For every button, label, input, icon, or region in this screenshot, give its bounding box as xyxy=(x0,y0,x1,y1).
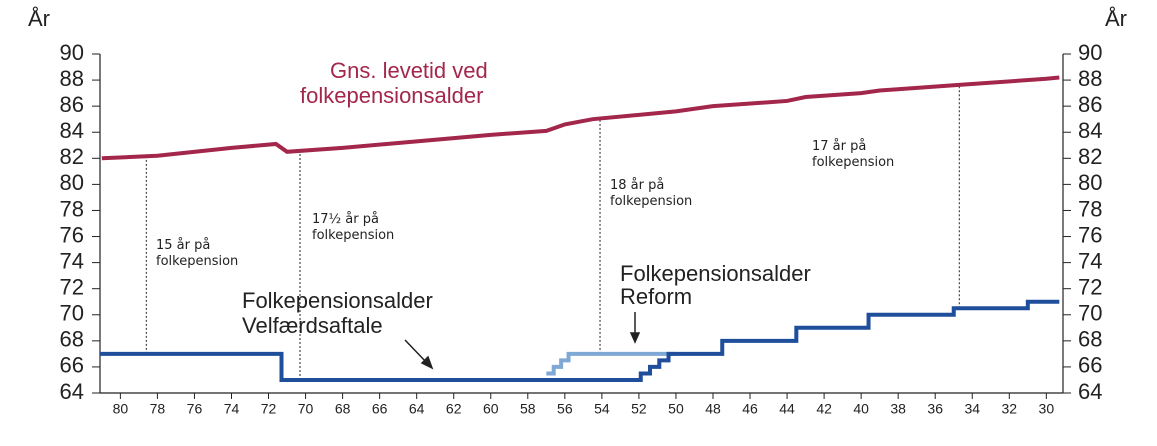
x-tick-label: 56 xyxy=(557,401,573,417)
y-tick-label: 90 xyxy=(60,40,84,65)
y2-tick-label: 68 xyxy=(1078,327,1102,352)
y-tick-label: 86 xyxy=(60,92,84,117)
x-tick-label: 46 xyxy=(742,401,758,417)
y2-tick-label: 74 xyxy=(1078,248,1102,273)
x-tick-label: 38 xyxy=(890,401,906,417)
y2-tick-label: 76 xyxy=(1078,222,1102,247)
y2-tick-label: 70 xyxy=(1078,301,1102,326)
x-tick-label: 62 xyxy=(446,401,462,417)
x-tick-label: 64 xyxy=(409,401,425,417)
ann-line: folkepension xyxy=(156,254,238,269)
y2-tick-label: 72 xyxy=(1078,275,1102,300)
ann-line: folkepension xyxy=(610,194,692,209)
y2-tick-label: 80 xyxy=(1078,170,1102,195)
x-tick-label: 44 xyxy=(779,401,795,417)
x-tick-label: 58 xyxy=(520,401,536,417)
x-tick-label: 42 xyxy=(816,401,832,417)
series-label: Folkepensionsalder Velfærdsaftale xyxy=(242,288,433,338)
x-tick-label: 68 xyxy=(335,401,351,417)
x-tick-label: 32 xyxy=(1002,401,1018,417)
series-line xyxy=(546,351,676,376)
series-label: Gns. levetid ved folkepensionsalder xyxy=(300,58,488,108)
ann-line: 17½ år på xyxy=(312,212,379,227)
y-tick-label: 76 xyxy=(60,222,84,247)
x-tick-label: 60 xyxy=(483,401,499,417)
annotation: 18 år på folkepension xyxy=(610,178,692,209)
series-line xyxy=(101,75,1060,161)
ann-line: folkepension xyxy=(312,228,394,243)
label-line: folkepensionsalder xyxy=(300,83,483,108)
y-tick-label: 68 xyxy=(60,327,84,352)
y-tick-label: 82 xyxy=(60,144,84,169)
x-tick-label: 40 xyxy=(853,401,869,417)
x-tick-label: 48 xyxy=(705,401,721,417)
y2-tick-label: 90 xyxy=(1078,40,1102,65)
ann-line: folkepension xyxy=(812,155,894,170)
label-line: Folkepensionsalder xyxy=(242,288,433,313)
x-tick-label: 50 xyxy=(668,401,684,417)
x-tick-label: 30 xyxy=(1039,401,1055,417)
label-line: Gns. levetid ved xyxy=(330,58,488,83)
y2-tick-label: 88 xyxy=(1078,66,1102,91)
y-tick-label: 74 xyxy=(60,248,84,273)
y-tick-label: 72 xyxy=(60,275,84,300)
y2-tick-label: 82 xyxy=(1078,144,1102,169)
x-tick-label: 80 xyxy=(113,401,129,417)
annotation: 17 år på folkepension xyxy=(812,139,894,170)
arrow-head xyxy=(420,355,434,370)
label-line: Folkepensionsalder xyxy=(620,261,811,286)
series-line xyxy=(100,299,1060,382)
y-tick-label: 70 xyxy=(60,301,84,326)
x-tick-label: 74 xyxy=(224,401,240,417)
annotation: 17½ år på folkepension xyxy=(312,212,394,243)
x-tick-label: 66 xyxy=(372,401,388,417)
y-tick-label: 80 xyxy=(60,170,84,195)
arrows xyxy=(404,312,641,370)
y2-tick-label: 64 xyxy=(1078,379,1102,404)
y2-axis-label: År xyxy=(1105,6,1127,31)
y-tick-label: 66 xyxy=(60,353,84,378)
x-tick-label: 72 xyxy=(261,401,277,417)
y-axis-label: År xyxy=(28,6,50,31)
y2-tick-label: 78 xyxy=(1078,196,1102,221)
y-tick-label: 88 xyxy=(60,66,84,91)
ann-line: 17 år på xyxy=(812,139,866,154)
arrow-head xyxy=(629,332,641,344)
label-line: Reform xyxy=(620,284,692,309)
x-tick-label: 76 xyxy=(187,401,203,417)
y2-tick-label: 66 xyxy=(1078,353,1102,378)
ann-line: 18 år på xyxy=(610,178,664,193)
series-label: Folkepensionsalder Reform xyxy=(620,261,811,309)
y-tick-label: 64 xyxy=(60,379,84,404)
x-tick-label: 36 xyxy=(927,401,943,417)
x-tick-label: 34 xyxy=(964,401,980,417)
label-line: Velfærdsaftale xyxy=(242,313,383,338)
annotation: 15 år på folkepension xyxy=(156,238,238,269)
x-tick-label: 54 xyxy=(594,401,610,417)
y-tick-label: 84 xyxy=(60,118,84,143)
x-tick-label: 78 xyxy=(150,401,166,417)
y2-tick-label: 84 xyxy=(1078,118,1102,143)
y-tick-label: 78 xyxy=(60,196,84,221)
x-tick-label: 70 xyxy=(298,401,314,417)
ann-line: 15 år på xyxy=(156,238,210,253)
y2-tick-label: 86 xyxy=(1078,92,1102,117)
x-tick-label: 52 xyxy=(631,401,647,417)
